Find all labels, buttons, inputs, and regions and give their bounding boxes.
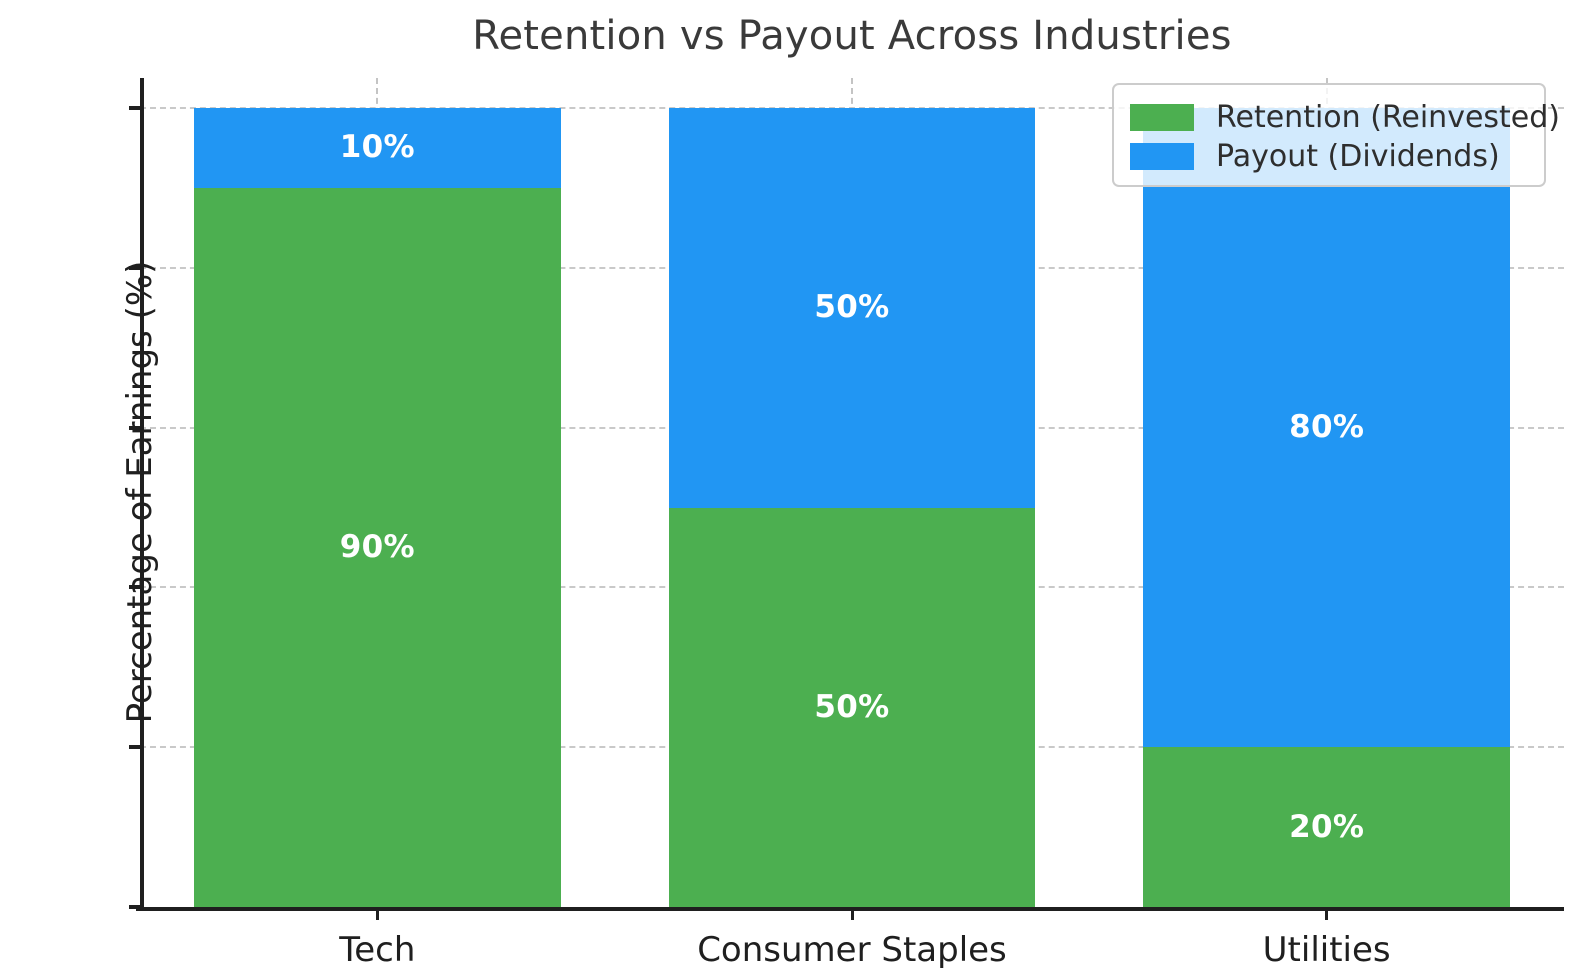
bar-segment[interactable]: 10% [194,108,561,188]
bar-value-label: 50% [814,688,890,725]
legend-item-payout[interactable]: Payout (Dividends) [1130,137,1530,176]
legend-swatch-retention [1130,104,1194,131]
legend-item-retention[interactable]: Retention (Reinvested) [1130,98,1560,137]
bar-value-label: 90% [339,528,415,565]
legend-label-retention: Retention (Reinvested) [1216,99,1561,135]
legend-swatch-payout [1130,143,1194,170]
plot-inner: 90% 10% 50% 50% 20% 80% [140,78,1564,909]
x-tick-mark [1325,909,1329,920]
y-tick-mark [129,265,140,270]
bar-segment[interactable]: 50% [668,108,1036,508]
x-tick-label: Tech [339,930,416,970]
y-tick-mark [129,106,140,110]
bar-value-label: 50% [814,289,890,326]
x-tick-mark [850,909,854,920]
x-tick-label: Consumer Staples [697,930,1007,970]
y-axis-title: Percentage of Earnings (%) [120,260,160,723]
y-tick-mark [129,425,140,430]
bar-segment[interactable]: 50% [668,507,1036,907]
legend-label-payout: Payout (Dividends) [1216,138,1500,174]
x-tick-label: Utilities [1262,930,1391,970]
y-axis-spine [140,78,144,911]
x-tick-mark [375,909,379,920]
y-tick-mark [129,585,140,590]
x-axis-spine [136,907,1564,911]
bar-segment[interactable]: 80% [1143,108,1510,748]
plot-area: 90% 10% 50% 50% 20% 80% Percentage of Earning… [120,78,1564,970]
bar-segment[interactable]: 90% [194,187,561,907]
chart-title: Retention vs Payout Across Industries [472,13,1232,59]
y-tick-mark [129,745,140,750]
bar-value-label: 10% [339,129,415,166]
bar-value-label: 80% [1289,409,1365,446]
bar-segment[interactable]: 20% [1143,747,1510,907]
chart-legend: Retention (Reinvested) Payout (Dividends… [1112,83,1560,187]
y-tick-mark [129,905,140,909]
bar-value-label: 20% [1289,808,1365,845]
